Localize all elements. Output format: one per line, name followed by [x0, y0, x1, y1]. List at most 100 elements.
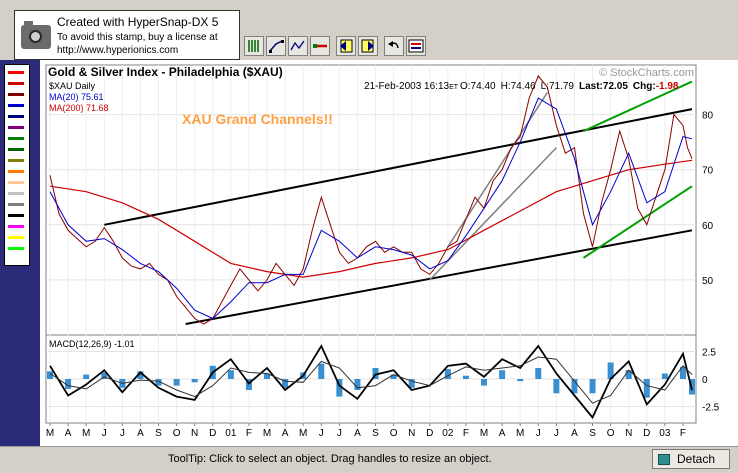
channel-green-lower [582, 185, 693, 259]
month-tick-label: J [536, 428, 541, 439]
macd-histogram-bar [65, 379, 72, 389]
arrow-left-icon [340, 39, 353, 53]
chart[interactable]: M A M J J A S O N D 01 F M A M J J A S O N D 02 F M A M J J A S O N D 03 F … [40, 60, 738, 446]
color-swatch[interactable] [8, 236, 24, 239]
color-swatch[interactable] [8, 148, 24, 151]
status-bar: ToolTip: Click to select an object. Drag… [0, 446, 738, 473]
macd-histogram-bar [191, 379, 198, 383]
detach-label: Detach [677, 452, 716, 466]
camera-icon [21, 21, 51, 49]
color-swatch[interactable] [8, 247, 24, 250]
macd-tick-label: 2.5 [702, 348, 716, 359]
macd-histogram-bar [155, 379, 162, 386]
color-swatch[interactable] [8, 159, 24, 162]
chart-title: Gold & Silver Index - Philadelphia ($XAU… [48, 65, 283, 79]
macd-histogram-bar [589, 379, 596, 394]
color-swatch[interactable] [8, 181, 24, 184]
color-swatch[interactable] [8, 203, 24, 206]
macd-histogram-bar [444, 369, 451, 379]
header-chg-value: -1.98 [656, 81, 679, 92]
month-tick-label: A [282, 428, 289, 439]
header-date: 21-Feb-2003 16:13ET [364, 81, 459, 92]
properties-icon [408, 39, 424, 53]
price-line [49, 75, 693, 325]
macd-histogram-bar [553, 379, 560, 394]
macd-line [49, 344, 693, 420]
price-tick-label: 80 [702, 111, 714, 122]
trend-line-icon [269, 40, 284, 53]
undo-tool-button[interactable] [384, 36, 404, 56]
macd-histogram-bar [481, 379, 488, 386]
hypersnap-stamp: Created with HyperSnap-DX 5 To avoid thi… [14, 10, 240, 60]
macd-histogram-bar [535, 368, 542, 379]
arrow-right-icon [361, 39, 374, 53]
color-swatch[interactable] [8, 225, 24, 228]
color-swatch[interactable] [8, 71, 24, 74]
channel-gray-lower [429, 147, 557, 281]
x-axis-labels: M A M J J A S O N D 01 F M A M J J A S O N D 02 F M A M J J A S O N D 03 F [46, 423, 686, 439]
header-tz: ET [449, 84, 459, 91]
header-high: H:74.46 [501, 81, 536, 92]
macd-histogram-bar [571, 379, 578, 394]
trend-line-tool-button[interactable] [266, 36, 286, 56]
channel-main-lower [185, 229, 693, 325]
macd-histogram-bar [408, 379, 415, 388]
macd-histogram-bar [607, 362, 614, 379]
channel-lines [104, 80, 693, 325]
month-tick-label: D [643, 428, 650, 439]
color-swatches [4, 64, 30, 266]
color-swatch[interactable] [8, 126, 24, 129]
macd-histogram-bar [83, 374, 90, 379]
zigzag-tool-button[interactable] [288, 36, 308, 56]
detach-button[interactable]: Detach [652, 449, 730, 469]
color-swatch[interactable] [8, 137, 24, 140]
stamp-line-3: http://www.hyperionics.com [57, 45, 179, 56]
color-swatch[interactable] [8, 104, 24, 107]
ma200-line [49, 159, 693, 278]
month-tick-label: J [319, 428, 324, 439]
macd-histogram-bar [137, 371, 144, 379]
month-tick-label: 01 [225, 428, 237, 439]
month-tick-label: O [173, 428, 181, 439]
month-tick-label: A [571, 428, 578, 439]
detach-icon [658, 454, 670, 465]
macd-signal-line [49, 356, 693, 404]
color-swatch[interactable] [8, 93, 24, 96]
month-tick-label: A [65, 428, 72, 439]
color-swatch[interactable] [8, 192, 24, 195]
channel-gray-upper [447, 92, 548, 248]
color-swatch[interactable] [8, 170, 24, 173]
month-tick-label: N [191, 428, 198, 439]
header-chg-label: Chg: [633, 81, 656, 92]
properties-tool-button[interactable] [406, 36, 426, 56]
color-swatch[interactable] [8, 214, 24, 217]
watermark: © StockCharts.com [599, 67, 694, 79]
macd-label: MACD(12,26,9) -1.01 [49, 339, 135, 349]
month-tick-label: J [102, 428, 107, 439]
month-tick-label: N [408, 428, 415, 439]
macd-tick-label: -2.5 [702, 403, 720, 414]
channel-main-upper [104, 108, 693, 226]
color-swatch[interactable] [8, 115, 24, 118]
macd-histogram-bar [372, 368, 379, 379]
header-date-value: 21-Feb-2003 16:13 [364, 81, 450, 92]
tooltip-text: ToolTip: Click to select an object. Drag… [168, 453, 492, 465]
month-tick-label: D [426, 428, 433, 439]
month-tick-label: M [516, 428, 524, 439]
macd-histogram-bar [264, 373, 271, 379]
price-grid [46, 65, 696, 423]
month-tick-label: 03 [659, 428, 671, 439]
horizontal-line-icon [313, 44, 327, 48]
color-swatch[interactable] [8, 82, 24, 85]
vertical-lines-tool-button[interactable] [244, 36, 264, 56]
arrow-right-tool-button[interactable] [358, 36, 378, 56]
month-tick-label: F [246, 428, 252, 439]
macd-histogram-bar [643, 379, 650, 398]
arrow-left-tool-button[interactable] [336, 36, 356, 56]
macd-histogram-bar [282, 379, 289, 388]
stamp-line-1: Created with HyperSnap-DX 5 [57, 15, 219, 29]
month-tick-label: M [299, 428, 307, 439]
horizontal-line-tool-button[interactable] [310, 36, 330, 56]
macd-histogram-bar [354, 379, 361, 390]
stamp-line-2: To avoid this stamp, buy a license at [57, 32, 218, 43]
